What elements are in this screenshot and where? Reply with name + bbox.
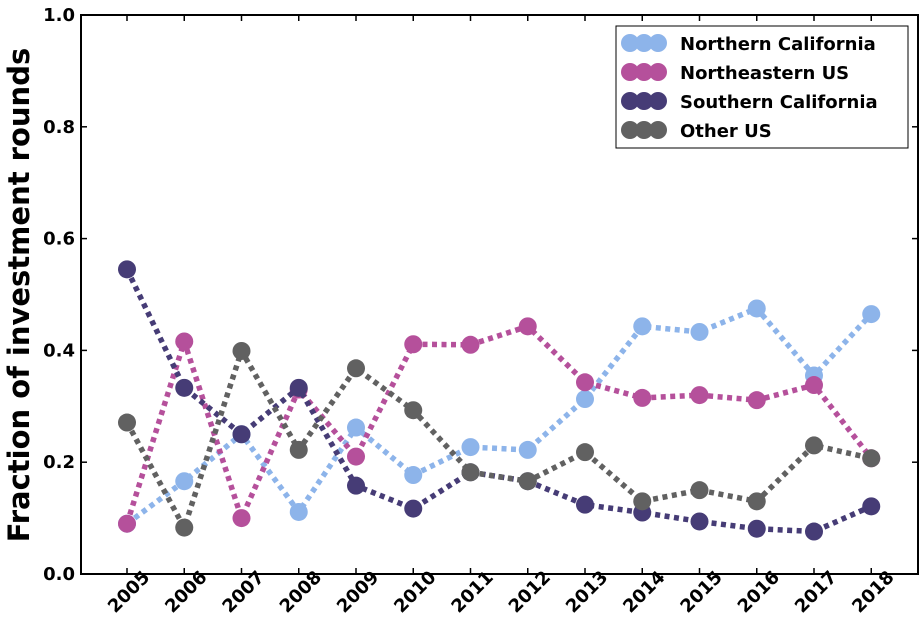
legend-item: Southern California	[621, 92, 878, 113]
y-tick-label: 0.2	[43, 452, 75, 473]
data-point	[404, 401, 423, 420]
legend-label: Northern California	[680, 34, 876, 55]
legend-item: Northeastern US	[621, 63, 849, 84]
data-point	[289, 502, 308, 521]
y-tick-label: 0.4	[43, 340, 75, 361]
legend-marker	[621, 121, 639, 139]
legend-marker	[635, 92, 653, 110]
series-3	[118, 341, 881, 537]
data-point	[747, 299, 766, 318]
data-point	[747, 519, 766, 538]
data-point	[175, 332, 194, 351]
data-point	[118, 260, 136, 279]
legend-item: Northern California	[621, 34, 876, 55]
data-point	[347, 359, 365, 378]
data-point	[518, 472, 537, 491]
data-point	[690, 322, 709, 341]
data-point	[232, 341, 251, 360]
series-line	[125, 305, 874, 526]
data-point	[289, 378, 308, 397]
data-point	[461, 463, 480, 482]
y-tick-label: 0.8	[43, 117, 75, 138]
data-point	[690, 512, 709, 531]
plot-area	[80, 14, 919, 575]
data-point	[633, 317, 652, 336]
data-point	[175, 378, 194, 397]
data-point	[347, 476, 365, 495]
legend-label: Other US	[680, 121, 772, 142]
legend-marker	[649, 121, 667, 139]
data-point	[118, 413, 136, 432]
plot-frame	[80, 14, 919, 575]
data-point	[862, 305, 881, 324]
data-point	[404, 466, 423, 485]
data-point	[747, 391, 766, 410]
data-point	[576, 495, 594, 514]
legend-item: Other US	[621, 121, 772, 142]
legend-marker	[621, 92, 639, 110]
legend-marker	[649, 92, 667, 110]
data-point	[289, 440, 308, 459]
data-point	[347, 447, 365, 466]
legend-marker	[635, 63, 653, 81]
legend-marker	[635, 34, 653, 52]
legend-label: Northeastern US	[680, 63, 849, 84]
data-point	[518, 317, 537, 336]
data-point	[633, 388, 652, 407]
data-point	[404, 499, 423, 518]
data-point	[633, 492, 652, 511]
data-point	[175, 472, 194, 491]
data-point	[461, 438, 480, 457]
legend: Northern California Northeastern US Southe…	[615, 25, 909, 149]
data-point	[805, 522, 823, 541]
data-point	[576, 373, 594, 392]
data-point	[690, 386, 709, 405]
data-point	[347, 418, 365, 437]
legend-marker	[621, 34, 639, 52]
data-point	[805, 376, 823, 395]
data-point	[862, 449, 881, 468]
data-point	[232, 425, 251, 444]
legend-marker	[649, 34, 667, 52]
y-axis-title: Fraction of investment rounds	[2, 48, 36, 542]
series-line	[124, 323, 874, 526]
y-tick-label: 0.6	[43, 229, 75, 250]
data-point	[576, 390, 594, 409]
data-point	[461, 335, 480, 354]
data-point	[747, 492, 766, 511]
y-axis: 0.0 0.2 0.4 0.6 0.8 1.0	[43, 5, 918, 585]
data-point	[232, 509, 251, 528]
y-tick-label: 0.0	[43, 564, 75, 585]
data-point	[576, 443, 594, 462]
data-point	[404, 335, 423, 354]
data-point	[862, 497, 881, 516]
legend-marker	[649, 63, 667, 81]
legend-marker	[621, 63, 639, 81]
data-point	[118, 514, 136, 533]
series-1	[118, 317, 881, 533]
data-point	[690, 481, 709, 500]
data-point	[805, 436, 823, 455]
series-line	[124, 344, 872, 535]
legend-label: Southern California	[680, 92, 878, 113]
y-tick-label: 1.0	[43, 5, 75, 26]
legend-marker	[635, 121, 653, 139]
data-point	[518, 440, 537, 459]
data-point	[175, 518, 194, 537]
